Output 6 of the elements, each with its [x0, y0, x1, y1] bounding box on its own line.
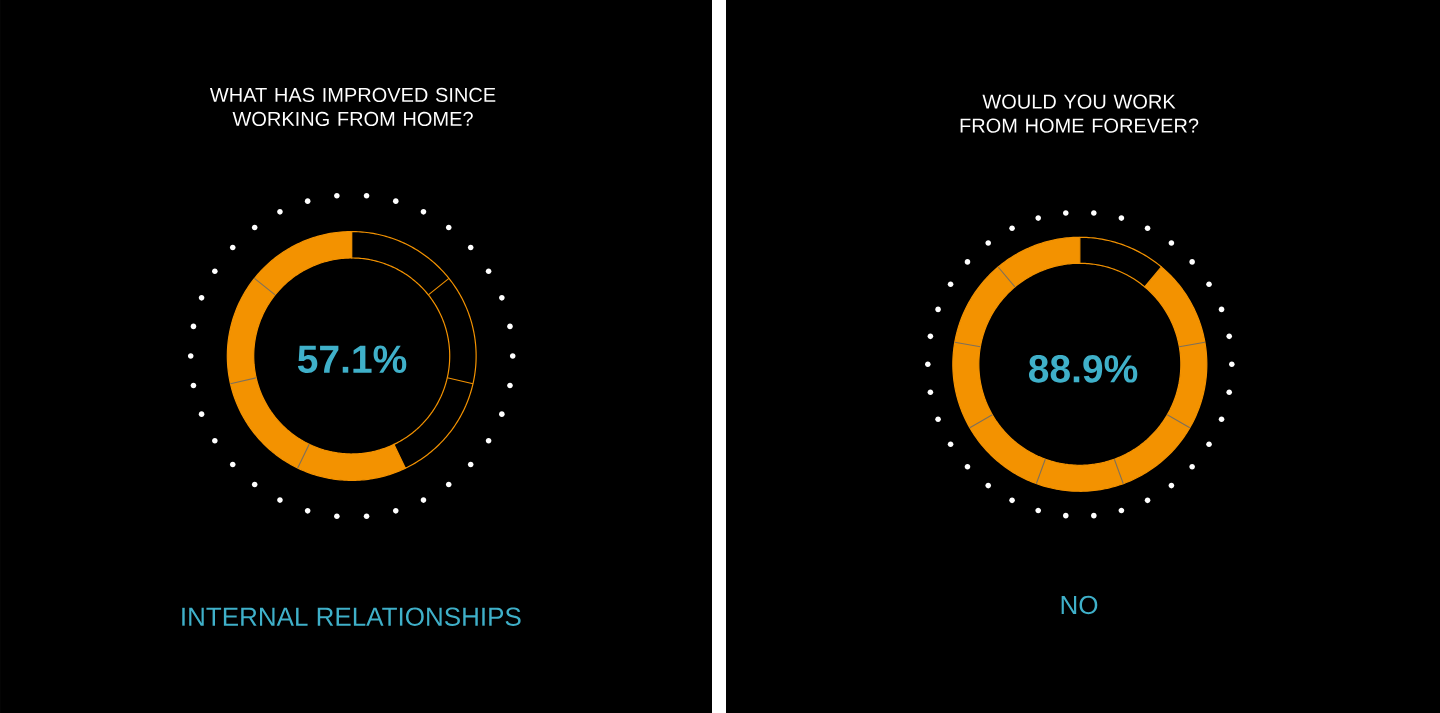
text: NO [1061, 595, 1098, 615]
text: INTERNAL RELATIONSHIPS [182, 607, 521, 626]
data-label: 88.9% [1028, 355, 1138, 383]
chart-title: WOULD YOU WORK FROM HOME FOREVER? [960, 94, 1199, 133]
data-label: 57.1% [297, 345, 407, 374]
chart-title: WHAT HAS IMPROVED SINCE WORKING FROM HOME? [209, 87, 496, 127]
